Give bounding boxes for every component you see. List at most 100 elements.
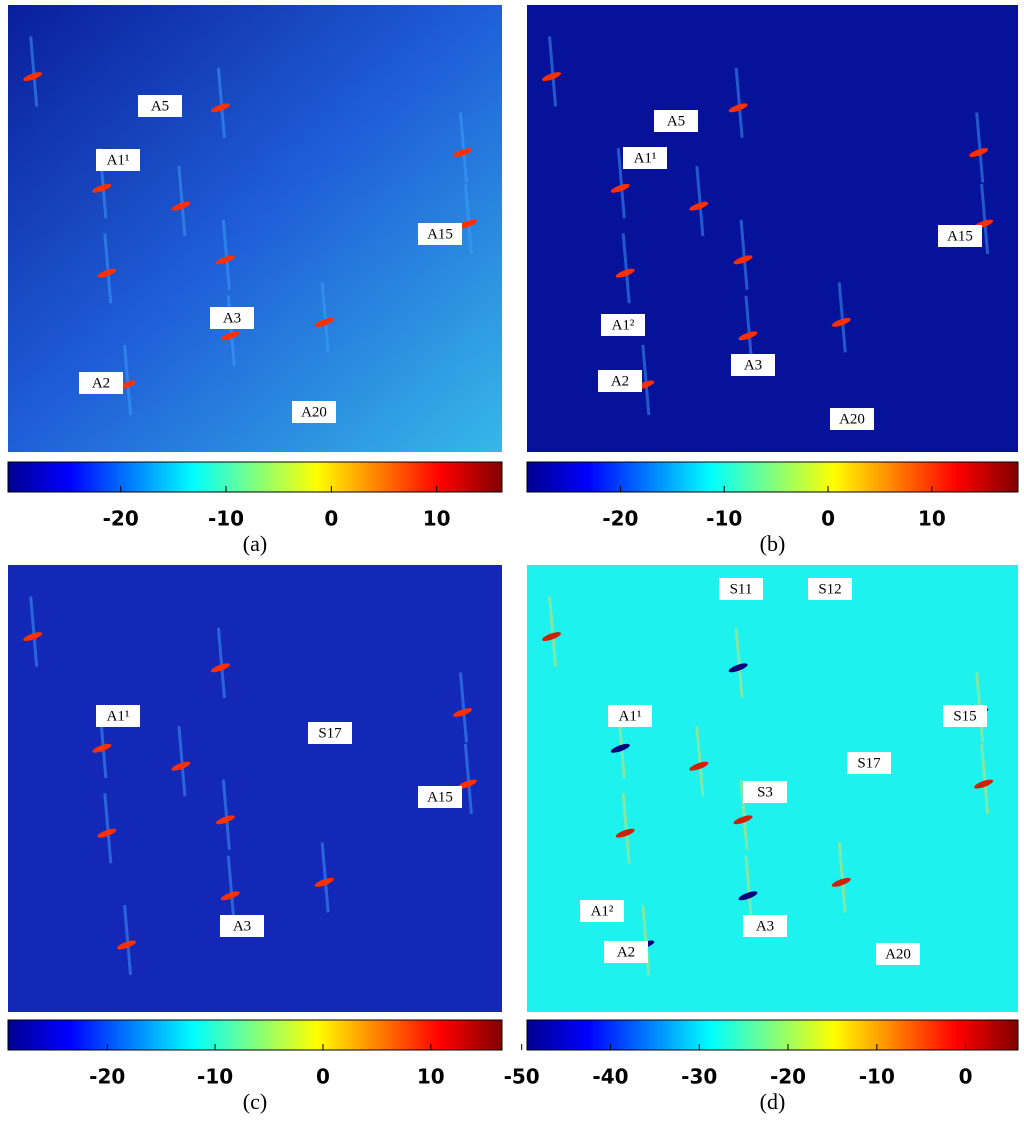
- target-spot: [220, 891, 240, 901]
- target-spot: [974, 779, 994, 789]
- label-box: [876, 943, 920, 965]
- label-box: [808, 578, 852, 600]
- target-streak: [548, 36, 558, 107]
- target-spot: [215, 255, 235, 265]
- target-streak: [621, 233, 631, 304]
- label-box: [943, 705, 987, 727]
- target-streak: [548, 596, 558, 667]
- target-label: A2: [617, 944, 635, 960]
- target-spot: [220, 331, 240, 341]
- colorbar: [526, 461, 1019, 493]
- target-spot: [97, 828, 117, 838]
- target-spot: [738, 891, 758, 901]
- label-box: [580, 900, 624, 922]
- label-box: [96, 149, 140, 171]
- target-spot: [615, 268, 635, 278]
- target-spot: [314, 877, 334, 887]
- target-label: S15: [953, 708, 976, 724]
- colorbar: [526, 1019, 1019, 1051]
- target-label: A5: [151, 98, 169, 114]
- target-spot: [969, 148, 989, 157]
- target-streak: [616, 148, 626, 219]
- target-spot: [210, 103, 230, 113]
- target-label: S17: [857, 755, 881, 771]
- label-box: [847, 752, 891, 774]
- target-spot: [23, 72, 43, 81]
- label-box: [623, 147, 667, 169]
- colorbar-tick-label: 10: [417, 1065, 445, 1089]
- target-spot: [457, 779, 477, 789]
- target-spot: [171, 761, 191, 771]
- target-streak: [739, 779, 749, 850]
- target-spot: [615, 828, 635, 838]
- target-label: A1¹: [634, 150, 657, 166]
- colorbar-tick-label: 0: [316, 1065, 330, 1089]
- target-spot: [314, 317, 334, 327]
- target-spot: [215, 815, 235, 825]
- target-streak: [695, 166, 705, 237]
- label-box: [292, 401, 336, 423]
- target-spot: [97, 268, 117, 278]
- colorbar: [7, 1019, 503, 1051]
- target-streak: [103, 793, 113, 864]
- target-streak: [216, 67, 226, 138]
- label-box: [938, 225, 982, 247]
- label-box: [608, 705, 652, 727]
- target-streak: [177, 726, 187, 797]
- colorbar-tick-label: 0: [959, 1065, 973, 1089]
- colorbar-tick-label: -20: [602, 507, 638, 531]
- target-label: A15: [427, 789, 453, 805]
- target-spot: [92, 183, 112, 193]
- target-streak: [458, 672, 468, 743]
- target-label: A3: [756, 918, 774, 934]
- target-spot: [453, 148, 472, 157]
- target-label: A5: [667, 113, 685, 129]
- label-box: [220, 915, 264, 937]
- target-streak: [463, 743, 473, 815]
- target-spot: [542, 632, 562, 641]
- label-box: [743, 781, 787, 803]
- colorbar-tick-label: -20: [89, 1065, 125, 1089]
- target-spot: [689, 761, 709, 771]
- label-box: [604, 941, 648, 963]
- target-spot: [610, 183, 630, 193]
- target-streak: [221, 779, 231, 850]
- label-box: [210, 307, 254, 329]
- target-streak: [641, 344, 651, 416]
- target-streak: [744, 855, 754, 926]
- target-spot: [210, 663, 230, 673]
- label-box: [731, 354, 775, 376]
- target-streak: [29, 36, 39, 107]
- label-box: [743, 915, 787, 937]
- target-streak: [980, 183, 990, 255]
- target-label: A1¹: [107, 152, 130, 168]
- label-box: [601, 314, 645, 336]
- target-spot: [171, 201, 191, 211]
- colorbar-tick-label: -30: [681, 1065, 717, 1089]
- target-streak: [123, 344, 133, 416]
- target-label: A2: [611, 373, 629, 389]
- target-label: A1¹: [619, 708, 642, 724]
- colorbar-tick-label: -10: [197, 1065, 233, 1089]
- label-box: [598, 370, 642, 392]
- target-streak: [837, 282, 847, 353]
- target-spot: [738, 331, 758, 341]
- target-label: A15: [947, 228, 973, 244]
- target-streak: [463, 183, 473, 255]
- target-label: S17: [318, 725, 342, 741]
- label-box: [830, 408, 874, 430]
- label-box: [96, 705, 140, 727]
- label-box: [719, 578, 763, 600]
- colorbar: [7, 461, 503, 493]
- label-box: [308, 722, 352, 744]
- target-streak: [641, 904, 651, 976]
- colorbar-tick-label: 0: [821, 507, 835, 531]
- target-spot: [92, 743, 112, 753]
- target-label: A3: [233, 918, 251, 934]
- label-box: [654, 110, 698, 132]
- target-streak: [458, 112, 468, 183]
- colorbar-tick-label: 10: [918, 507, 946, 531]
- target-spot: [453, 708, 472, 717]
- colorbar-tick-label: 0: [324, 507, 338, 531]
